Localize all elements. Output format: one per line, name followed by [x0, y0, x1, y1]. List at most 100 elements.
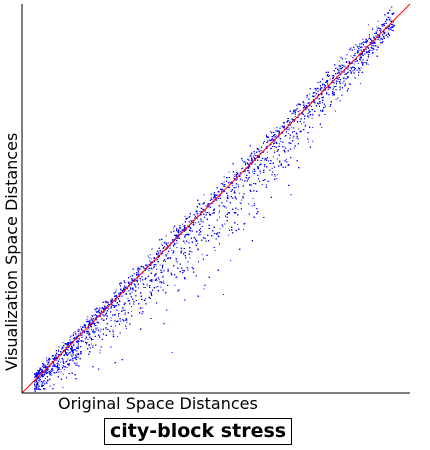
data-point — [62, 373, 64, 375]
data-point — [241, 199, 242, 201]
data-point — [197, 243, 199, 245]
data-point — [312, 127, 313, 129]
data-point — [148, 257, 150, 259]
data-point — [259, 172, 261, 174]
data-point — [311, 105, 312, 107]
data-point — [359, 83, 361, 85]
data-point — [243, 228, 244, 230]
data-point — [377, 20, 379, 22]
data-point — [133, 273, 135, 275]
data-point — [62, 342, 64, 344]
data-point — [268, 160, 269, 162]
data-point — [242, 197, 244, 199]
data-point — [143, 286, 145, 288]
data-point — [391, 26, 393, 28]
data-point — [287, 133, 289, 134]
data-point — [115, 325, 116, 327]
data-point — [393, 30, 394, 32]
data-point — [200, 228, 201, 229]
data-point — [38, 376, 40, 378]
data-point — [376, 30, 378, 32]
data-point — [158, 279, 160, 281]
data-point — [371, 50, 373, 51]
data-point — [159, 264, 161, 266]
data-point — [53, 364, 55, 366]
data-point — [165, 253, 167, 255]
data-point — [114, 300, 116, 302]
data-point — [285, 158, 287, 160]
data-point — [113, 336, 115, 338]
data-point — [77, 333, 79, 335]
data-point — [155, 286, 157, 288]
data-point — [98, 321, 99, 323]
data-point — [205, 211, 207, 213]
data-point — [42, 374, 43, 376]
data-point — [354, 48, 356, 50]
data-point — [382, 26, 384, 27]
data-point — [264, 159, 265, 161]
data-point — [368, 24, 370, 26]
data-point — [66, 367, 68, 368]
data-point — [112, 329, 114, 331]
data-point — [272, 131, 274, 133]
data-point — [236, 224, 238, 225]
data-point — [99, 349, 101, 351]
data-point — [124, 312, 126, 314]
data-point — [344, 66, 346, 68]
data-point — [34, 387, 36, 389]
data-point — [74, 331, 76, 333]
data-point — [223, 176, 225, 178]
data-point — [195, 222, 197, 224]
data-point — [149, 254, 151, 256]
data-point — [235, 175, 237, 177]
data-point — [79, 331, 81, 333]
data-point — [346, 76, 348, 77]
data-point — [97, 327, 99, 329]
data-point — [120, 320, 121, 322]
data-point — [275, 135, 277, 137]
data-point — [80, 326, 82, 328]
data-point — [46, 360, 48, 362]
data-point — [301, 123, 302, 125]
data-point — [44, 371, 46, 373]
data-point — [366, 63, 368, 65]
data-point — [116, 303, 118, 305]
data-point — [167, 253, 169, 255]
data-point — [276, 178, 278, 179]
data-point — [294, 116, 296, 117]
data-point — [239, 172, 241, 174]
data-point — [63, 369, 65, 371]
data-point — [266, 151, 268, 153]
data-point — [285, 148, 287, 150]
data-point — [250, 154, 252, 156]
data-point — [379, 30, 381, 32]
data-point — [388, 32, 389, 34]
data-point — [387, 19, 389, 21]
data-point — [115, 289, 117, 291]
data-point — [156, 280, 158, 282]
data-point — [75, 349, 76, 351]
data-point — [222, 226, 224, 228]
data-point — [346, 60, 348, 62]
data-point — [354, 53, 356, 54]
data-point — [184, 242, 186, 244]
data-point — [345, 58, 347, 60]
data-point — [91, 329, 92, 331]
data-point — [201, 253, 203, 255]
data-point — [292, 137, 294, 139]
data-point — [234, 176, 236, 177]
data-point — [358, 49, 360, 51]
data-point — [235, 179, 237, 181]
data-point — [203, 194, 205, 196]
data-point — [273, 136, 275, 138]
data-point — [307, 117, 309, 119]
data-point — [123, 291, 125, 293]
data-point — [237, 209, 239, 211]
data-point — [374, 33, 376, 34]
data-point — [278, 143, 280, 145]
data-point — [107, 305, 109, 307]
data-point — [224, 223, 226, 225]
data-point — [101, 309, 103, 311]
data-point — [46, 366, 48, 368]
data-points — [33, 6, 395, 392]
